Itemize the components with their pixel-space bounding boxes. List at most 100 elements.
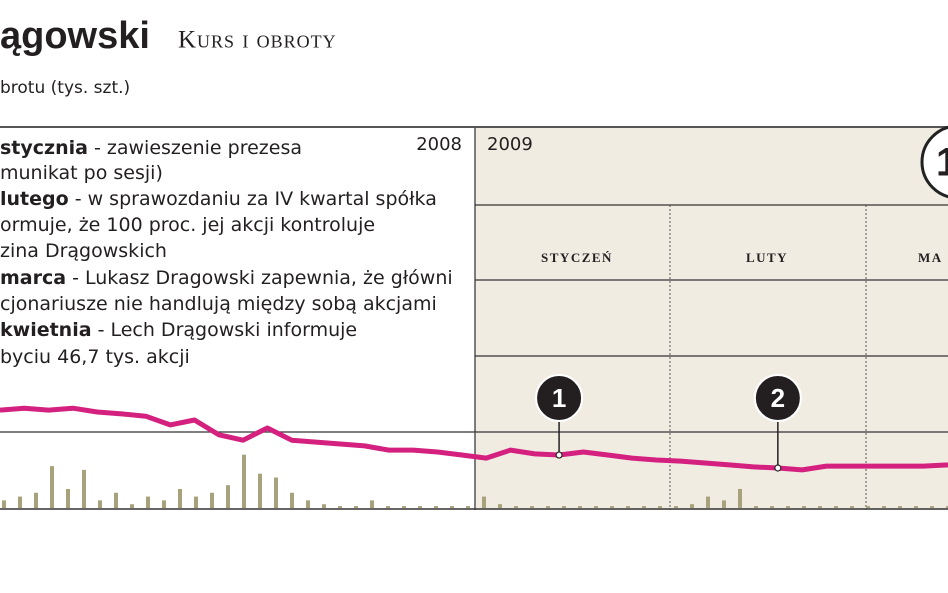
marker-label: 1 <box>552 383 566 413</box>
month-label: MA <box>918 250 943 265</box>
volume-bar <box>114 492 118 508</box>
note-text: ormuje, że 100 proc. jej akcji kontroluj… <box>0 214 375 236</box>
volume-bar <box>82 469 86 508</box>
volume-bar <box>946 506 948 508</box>
volume-bar <box>866 506 870 508</box>
volume-bar <box>418 506 422 508</box>
volume-bar <box>882 506 886 508</box>
volume-bar <box>226 485 230 508</box>
volume-bar <box>722 500 726 508</box>
volume-bar <box>530 506 534 508</box>
volume-bar <box>258 473 262 508</box>
volume-bar <box>162 500 166 508</box>
note-text: - w sprawozdaniu za IV kwartal spółka <box>69 188 437 210</box>
volume-bar <box>930 506 934 508</box>
badge <box>920 125 948 199</box>
volume-bar <box>66 488 70 508</box>
marker-circle <box>753 374 802 422</box>
note-line: munikat po sesji) <box>0 162 163 184</box>
volume-bar <box>242 454 246 508</box>
volume-bar <box>322 504 326 508</box>
volume-bar <box>402 506 406 508</box>
volume-bar <box>130 504 134 508</box>
volume-bar <box>818 506 822 508</box>
price-line <box>0 405 948 473</box>
volume-bar <box>850 506 854 508</box>
volume-bar <box>658 506 662 508</box>
volume-bar <box>354 506 358 508</box>
note-line: cjonariusze nie handlują między sobą akc… <box>0 293 437 315</box>
volume-bar <box>210 492 214 508</box>
volume-bar <box>834 506 838 508</box>
chart-title: ągowski <box>0 15 150 57</box>
note-line: ormuje, że 100 proc. jej akcji kontroluj… <box>0 214 375 236</box>
note-line: stycznia - zawieszenie prezesa <box>0 137 302 159</box>
marker-point <box>555 451 563 459</box>
volume-bar <box>578 506 582 508</box>
note-line: lutego - w sprawozdaniu za IV kwartal sp… <box>0 188 437 210</box>
volume-bar <box>770 506 774 508</box>
marker-point <box>774 464 782 472</box>
note-date: kwietnia <box>0 319 92 341</box>
volume-bar <box>498 504 502 508</box>
note-text: munikat po sesji) <box>0 162 163 184</box>
volume-bar <box>690 504 694 508</box>
volume-bar <box>306 500 310 508</box>
unit-label: brotu (tys. szt.) <box>0 78 130 98</box>
volume-bar <box>610 506 614 508</box>
note-text: - Lech Drągowski informuje <box>92 319 358 341</box>
volume-bar <box>738 488 742 508</box>
volume-bar <box>194 496 198 508</box>
chart-subtitle: Kurs i obroty <box>178 27 337 54</box>
note-date: marca <box>0 267 66 289</box>
volume-bar <box>642 506 646 508</box>
volume-bar <box>386 506 390 508</box>
volume-bar <box>514 506 518 508</box>
volume-bar <box>370 500 374 508</box>
volume-bar <box>802 506 806 508</box>
volume-bar <box>98 500 102 508</box>
volume-bar <box>290 492 294 508</box>
volume-bar <box>674 506 678 508</box>
volume-bar <box>274 477 278 508</box>
marker-label: 2 <box>771 383 785 413</box>
volume-bar <box>466 506 470 508</box>
volume-bar <box>786 506 790 508</box>
note-line: byciu 46,7 tys. akcji <box>0 346 190 368</box>
volume-bar <box>2 500 6 508</box>
note-date: stycznia <box>0 137 88 159</box>
note-line: marca - Lukasz Dragowski zapewnia, że gł… <box>0 267 453 289</box>
volume-bar <box>914 506 918 508</box>
year-label: 2008 <box>416 134 462 155</box>
volume-bar <box>338 506 342 508</box>
volume-bar <box>50 466 54 508</box>
note-text: - Lukasz Dragowski zapewnia, że główni <box>66 267 453 289</box>
note-text: zina Drągowskich <box>0 240 167 262</box>
volume-bar <box>562 506 566 508</box>
volume-bar <box>178 488 182 508</box>
volume-bar <box>18 496 22 508</box>
year-label: 2009 <box>487 134 533 155</box>
note-text: - zawieszenie prezesa <box>88 137 302 159</box>
volume-bar <box>434 506 438 508</box>
volume-bar <box>546 506 550 508</box>
volume-bar <box>482 496 486 508</box>
note-line: zina Drągowskich <box>0 240 167 262</box>
month-label: STYCZEŃ <box>541 250 613 265</box>
volume-bar <box>898 506 902 508</box>
note-text: cjonariusze nie handlują między sobą akc… <box>0 293 437 315</box>
volume-bar <box>450 506 454 508</box>
note-text: byciu 46,7 tys. akcji <box>0 346 190 368</box>
volume-bar <box>706 496 710 508</box>
note-date: lutego <box>0 188 69 210</box>
2009-panel <box>475 127 948 510</box>
volume-bar <box>34 492 38 508</box>
volume-bar <box>754 506 758 508</box>
badge-text: 1 <box>936 141 948 185</box>
month-label: LUTY <box>746 250 788 265</box>
volume-bar <box>626 506 630 508</box>
volume-bar <box>146 496 150 508</box>
volume-bar <box>594 506 598 508</box>
